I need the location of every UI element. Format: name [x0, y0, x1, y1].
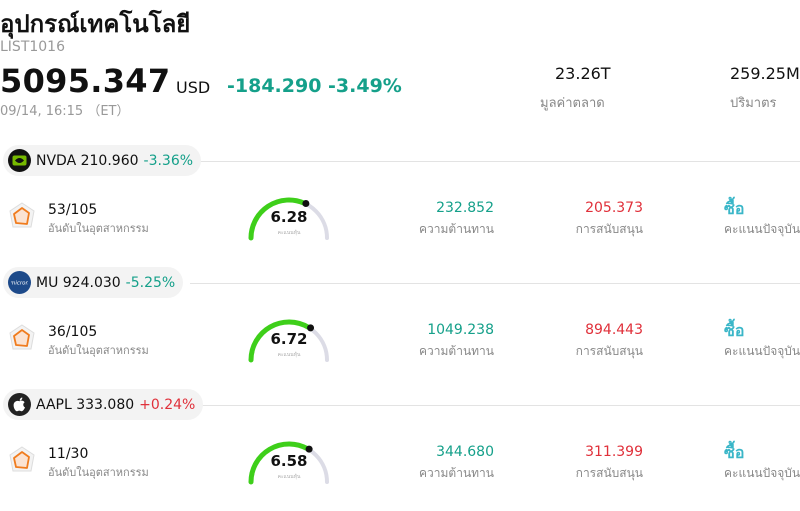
stock-score-label: คะแนนหุ้น	[277, 352, 301, 358]
list-code: LIST1016	[0, 39, 65, 55]
industry-rank-label: อันดับในอุตสาหกรรม	[48, 344, 149, 357]
stock-change: +0.24%	[139, 396, 196, 413]
divider	[190, 161, 800, 162]
volume-label: ปริมาตร	[730, 96, 777, 111]
market-cap-label: มูลค่าตลาด	[540, 96, 605, 111]
page-title: อุปกรณ์เทคโนโลยี	[0, 10, 191, 38]
rating-button[interactable]: ซื้อ	[724, 199, 745, 218]
ticker-price: AAPL 333.080	[36, 396, 135, 413]
rating-label: คะแนนปัจจุบัน	[724, 466, 800, 480]
stock-change: -3.36%	[143, 152, 194, 169]
resistance-label: ความต้านทาน	[419, 466, 494, 480]
stock-change: -5.25%	[125, 274, 176, 291]
stock-card[interactable]: NVDA 210.960 -3.36% 53/105 อันดับในอุตสา…	[0, 145, 800, 267]
rating-label: คะแนนปัจจุบัน	[724, 222, 800, 236]
industry-rank-label: อันดับในอุตสาหกรรม	[48, 222, 149, 235]
index-price: 5095.347	[0, 62, 171, 100]
svg-text:micron: micron	[11, 281, 28, 287]
stock-card[interactable]: AAPL 333.080 +0.24% 11/30 อันดับในอุตสาห…	[0, 389, 800, 511]
industry-rank-label: อันดับในอุตสาหกรรม	[48, 466, 149, 479]
ticker-price: NVDA 210.960	[36, 152, 139, 169]
score-gauge	[248, 441, 329, 485]
radar-icon	[9, 446, 35, 472]
apple-logo-icon	[8, 393, 31, 416]
micron-logo-icon: micron	[8, 271, 31, 294]
resistance-value: 232.852	[436, 200, 494, 216]
stock-card[interactable]: micron MU 924.030 -5.25% 36/105 อันดับใน…	[0, 267, 800, 389]
support-label: การสนับสนุน	[575, 466, 643, 480]
stock-score-label: คะแนนหุ้น	[277, 230, 301, 236]
stock-score: 6.58	[270, 452, 308, 470]
rating-label: คะแนนปัจจุบัน	[724, 344, 800, 358]
industry-rank: 11/30	[48, 446, 89, 462]
radar-icon	[9, 202, 35, 228]
divider	[190, 283, 800, 284]
industry-rank: 53/105	[48, 202, 98, 218]
stock-chip[interactable]: AAPL 333.080 +0.24%	[3, 389, 204, 420]
support-label: การสนับสนุน	[575, 222, 643, 236]
resistance-label: ความต้านทาน	[419, 222, 494, 236]
rating-button[interactable]: ซื้อ	[724, 321, 745, 340]
ticker-price: MU 924.030	[36, 274, 121, 291]
volume-value: 259.25M	[730, 64, 800, 83]
divider	[190, 405, 800, 406]
rating-button[interactable]: ซื้อ	[724, 443, 745, 462]
score-gauge	[248, 319, 329, 363]
currency-label: USD	[176, 78, 211, 97]
nvidia-logo-icon	[8, 149, 31, 172]
support-label: การสนับสนุน	[575, 344, 643, 358]
timestamp: 09/14, 16:15 （ET）	[0, 104, 130, 119]
resistance-label: ความต้านทาน	[419, 344, 494, 358]
industry-rank: 36/105	[48, 324, 98, 340]
stock-score: 6.28	[270, 208, 308, 226]
resistance-value: 1049.238	[427, 322, 494, 338]
resistance-value: 344.680	[436, 444, 494, 460]
support-value: 205.373	[585, 200, 643, 216]
radar-icon	[9, 324, 35, 350]
stock-score-label: คะแนนหุ้น	[277, 474, 301, 480]
index-change: -184.290 -3.49%	[227, 75, 402, 97]
stock-chip[interactable]: micron MU 924.030 -5.25%	[3, 267, 184, 298]
score-gauge	[248, 197, 329, 241]
support-value: 894.443	[585, 322, 643, 338]
stock-chip[interactable]: NVDA 210.960 -3.36%	[3, 145, 202, 176]
market-cap-value: 23.26T	[555, 64, 611, 83]
stock-score: 6.72	[270, 330, 308, 348]
support-value: 311.399	[585, 444, 643, 460]
